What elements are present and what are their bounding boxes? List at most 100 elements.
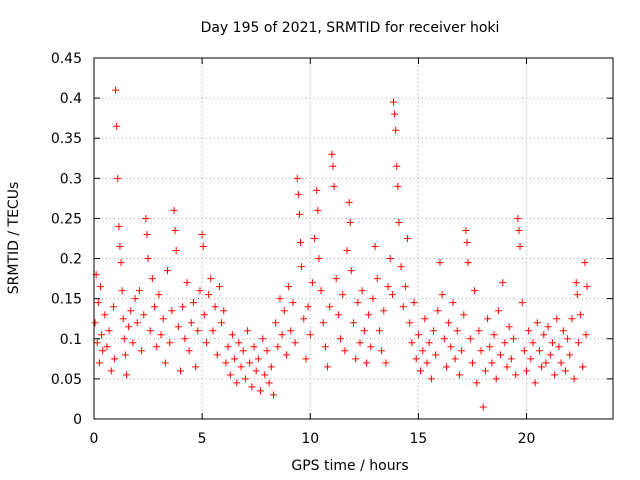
data-point [486, 343, 494, 351]
data-point [326, 303, 334, 311]
data-point [548, 339, 556, 347]
y-tick-label: 0.35 [51, 131, 82, 147]
data-point [414, 331, 422, 339]
data-point [146, 327, 154, 335]
data-point [196, 287, 204, 295]
data-point [330, 182, 338, 190]
data-point [573, 291, 581, 299]
data-point [105, 327, 113, 335]
data-point [566, 351, 574, 359]
data-point [477, 347, 485, 355]
data-point [282, 351, 290, 359]
data-point [523, 367, 530, 375]
data-point [244, 327, 252, 335]
data-point [401, 283, 409, 291]
data-point [434, 307, 442, 315]
data-point [462, 226, 470, 234]
data-point [332, 275, 340, 283]
data-point [358, 287, 366, 295]
data-point [280, 307, 288, 315]
data-point [329, 162, 337, 170]
data-point [122, 371, 130, 379]
data-point [164, 267, 172, 275]
data-point [143, 230, 151, 238]
data-point [339, 291, 347, 299]
data-point [397, 263, 405, 271]
data-point [101, 311, 109, 319]
data-point [362, 359, 370, 367]
data-point [559, 327, 567, 335]
data-point [334, 311, 342, 319]
data-point [183, 279, 191, 287]
data-point [354, 299, 362, 307]
data-point [464, 259, 472, 267]
data-point [520, 347, 528, 355]
data-point [410, 299, 418, 307]
y-tick-label: 0.3 [60, 171, 82, 187]
data-point [540, 331, 548, 339]
data-point [112, 86, 120, 94]
plot-frame [93, 57, 614, 420]
data-point [382, 359, 390, 367]
data-point [392, 126, 400, 134]
data-point [579, 363, 587, 371]
data-point [95, 359, 103, 367]
data-point [198, 230, 206, 238]
data-point [192, 363, 200, 371]
data-point [531, 379, 539, 387]
data-point [367, 343, 375, 351]
data-point [412, 355, 420, 363]
data-point [321, 343, 329, 351]
y-axis-ticks: 0 0.05 0.1 0.15 0.2 0.25 0.3 0.35 0.4 0.45 [51, 51, 613, 428]
data-points [91, 86, 591, 411]
data-point [302, 355, 310, 363]
data-point [449, 299, 457, 307]
data-point [276, 295, 284, 303]
data-point [226, 371, 234, 379]
data-point [388, 291, 396, 299]
data-point [215, 283, 223, 291]
data-point [96, 283, 104, 291]
data-point [324, 363, 332, 371]
data-point [177, 367, 184, 375]
data-point [572, 279, 580, 287]
data-point [311, 235, 319, 242]
data-point [442, 363, 450, 371]
data-point [265, 379, 273, 387]
y-tick-label: 0.1 [60, 332, 82, 348]
data-point [390, 98, 398, 106]
data-point [131, 295, 139, 303]
data-point [157, 331, 165, 339]
data-point [170, 206, 178, 214]
data-point [479, 403, 487, 411]
data-point [179, 303, 187, 311]
data-point [518, 299, 526, 307]
data-point [261, 371, 269, 379]
data-point [343, 247, 351, 255]
data-point [341, 347, 349, 355]
data-point [527, 355, 535, 363]
data-point [151, 303, 159, 311]
y-tick-label: 0.2 [60, 252, 82, 268]
y-tick-label: 0.05 [51, 372, 82, 388]
data-point [98, 331, 106, 339]
data-point [259, 335, 267, 343]
data-point [561, 367, 569, 375]
data-point [505, 323, 513, 331]
data-point [314, 206, 322, 214]
data-point [218, 319, 226, 327]
data-point [570, 375, 578, 383]
y-tick-label: 0 [73, 412, 82, 428]
data-point [127, 307, 135, 315]
data-point [239, 347, 247, 355]
data-point [174, 323, 182, 331]
data-point [440, 335, 448, 343]
data-point [553, 315, 561, 323]
data-point [512, 371, 520, 379]
data-point [278, 331, 286, 339]
x-tick-label: 10 [301, 431, 319, 447]
data-point [257, 387, 265, 395]
data-point [488, 359, 496, 367]
data-point [220, 307, 228, 315]
data-point [432, 351, 440, 359]
